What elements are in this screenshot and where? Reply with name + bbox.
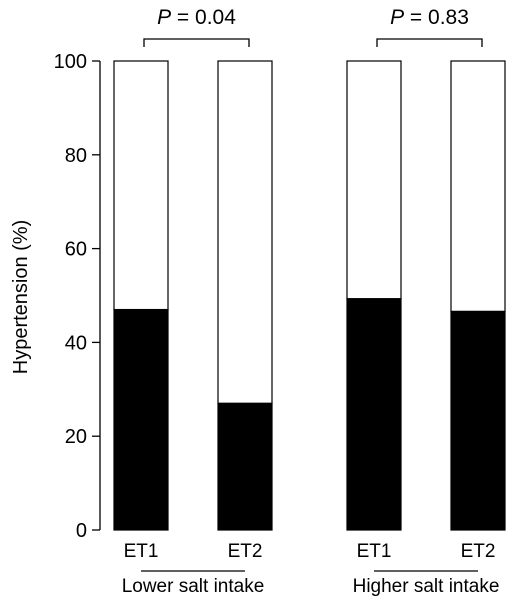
y-tick-label: 40 bbox=[65, 332, 87, 354]
y-tick-label: 20 bbox=[65, 426, 87, 448]
bars bbox=[113, 60, 506, 531]
y-tick-label: 80 bbox=[65, 145, 87, 167]
significance-bracket bbox=[143, 38, 250, 47]
bar-normotension bbox=[217, 60, 273, 404]
x-category-label: ET1 bbox=[124, 541, 159, 562]
x-axis-labels: ET1 ET2 Lower salt intake ET1 ET2 Higher salt… bbox=[122, 541, 500, 597]
x-category-label: ET1 bbox=[357, 541, 392, 562]
y-tick-label: 100 bbox=[54, 51, 87, 73]
group-label: Higher salt intake bbox=[353, 576, 500, 597]
y-axis-title: Hypertension (%) bbox=[10, 220, 32, 375]
bar-hypertension bbox=[346, 298, 402, 531]
x-category-label: ET2 bbox=[461, 541, 496, 562]
significance-brackets: P = 0.04 P = 0.83 bbox=[143, 6, 483, 47]
bar-hypertension bbox=[113, 308, 169, 531]
bar-normotension bbox=[450, 60, 506, 313]
y-tick-label: 0 bbox=[76, 520, 87, 542]
bar-normotension bbox=[346, 60, 402, 300]
p-value-label: P = 0.83 bbox=[390, 6, 469, 29]
bar-normotension bbox=[113, 60, 169, 311]
bar-hypertension bbox=[217, 402, 273, 531]
p-value-label: P = 0.04 bbox=[157, 6, 236, 29]
group-label: Lower salt intake bbox=[122, 576, 265, 597]
significance-bracket bbox=[376, 38, 483, 47]
y-axis: 0 20 40 60 80 100 bbox=[54, 51, 101, 542]
y-tick-label: 60 bbox=[65, 239, 87, 261]
x-category-label: ET2 bbox=[228, 541, 263, 562]
bar-hypertension bbox=[450, 310, 506, 531]
